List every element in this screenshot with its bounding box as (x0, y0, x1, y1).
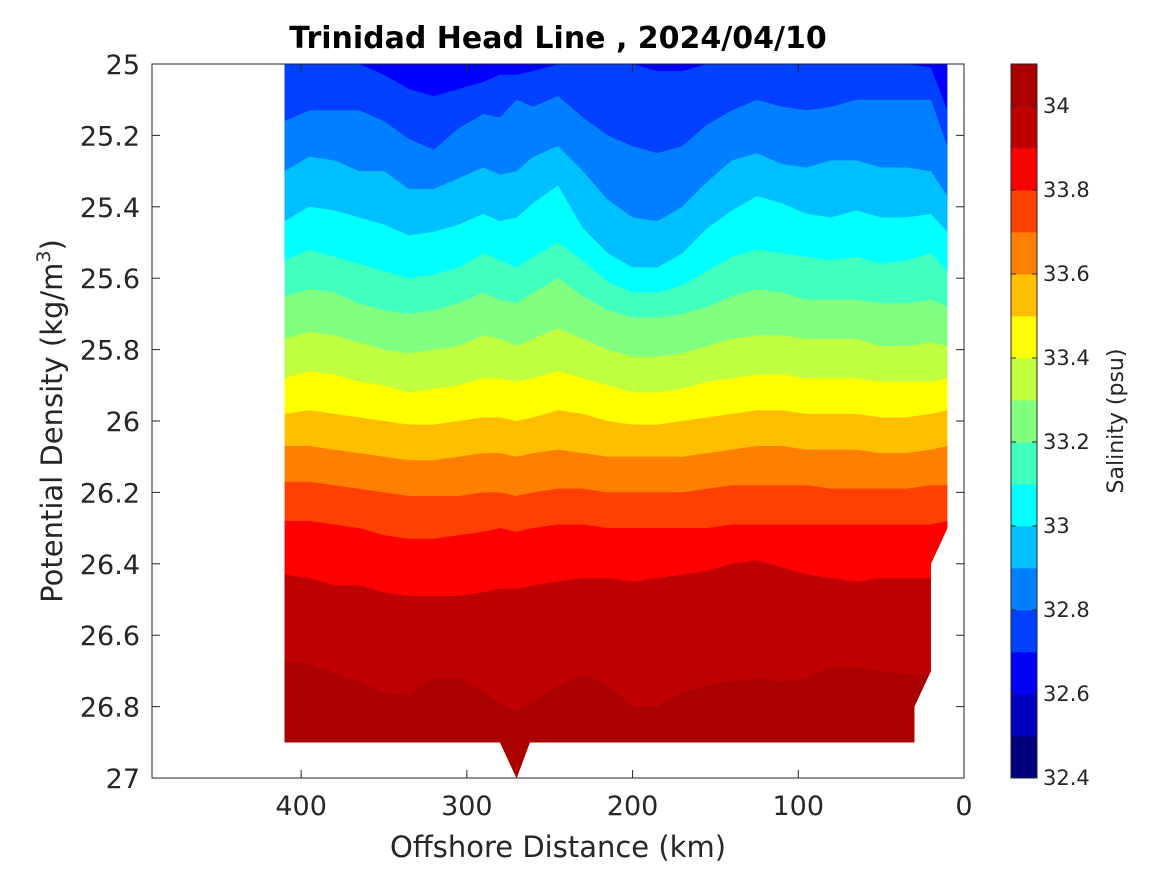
colorbar-segment (1011, 442, 1037, 485)
y-tick-label: 26.2 (80, 478, 140, 509)
x-tick-label: 400 (275, 791, 327, 822)
y-tick-label: 26 (106, 407, 140, 438)
y-tick-label: 26.4 (80, 550, 140, 581)
colorbar-frame (1010, 63, 1038, 779)
y-tick-label: 27 (106, 764, 140, 795)
colorbar-tick-label: 33 (1043, 514, 1070, 538)
x-axis-ticks: 400 300 200 100 0 (275, 64, 973, 822)
x-tick-label: 200 (607, 791, 659, 822)
colorbar-segment (1011, 148, 1037, 191)
y-axis-label-superscript: 3 (33, 250, 55, 262)
y-axis-label: Potential Density (kg/m3) (33, 239, 69, 603)
colorbar-segment (1011, 694, 1037, 737)
colorbar-segment (1011, 316, 1037, 359)
y-axis-label-main: Potential Density (kg/m (35, 263, 69, 603)
colorbar-tick-label: 33.8 (1043, 178, 1090, 202)
colorbar-label: Salinity (psu) (1104, 349, 1129, 494)
y-tick-label: 26.8 (80, 693, 140, 724)
y-tick-label: 25.2 (80, 121, 140, 152)
colorbar-tick-label: 33.2 (1043, 430, 1090, 454)
y-tick-label: 25.4 (80, 193, 140, 224)
colorbar-tick-label: 33.6 (1043, 262, 1090, 286)
colorbar-segment (1011, 106, 1037, 149)
contour-bands (284, 64, 948, 778)
colorbar-segment (1011, 526, 1037, 569)
x-tick-label: 0 (955, 791, 972, 822)
colorbar-tick-label: 32.6 (1043, 682, 1090, 706)
y-axis-label-close: ) (35, 239, 69, 250)
colorbar-segment (1011, 190, 1037, 233)
colorbar-segment (1011, 358, 1037, 401)
colorbar-segment (1011, 484, 1037, 527)
colorbar-segment (1011, 232, 1037, 275)
colorbar-segment (1011, 610, 1037, 653)
x-axis-label: Offshore Distance (km) (390, 830, 726, 864)
x-tick-label: 300 (441, 791, 493, 822)
colorbar-segment (1011, 64, 1037, 107)
y-tick-label: 26.6 (80, 621, 140, 652)
colorbar-segment (1011, 568, 1037, 611)
y-axis-ticks: 25 25.2 25.4 25.6 25.8 26 26.2 26.4 26.6 26.8 27 (80, 50, 964, 795)
colorbar-tick-label: 32.4 (1043, 766, 1090, 790)
colorbar-tick-label: 32.8 (1043, 598, 1090, 622)
x-tick-label: 100 (773, 791, 825, 822)
colorbar-ticks: 32.4 32.6 32.8 33 33.2 33.4 33.6 33.8 34 (1011, 94, 1090, 790)
colorbar-segment (1011, 736, 1037, 779)
colorbar-tick-label: 34 (1043, 94, 1070, 118)
y-tick-label: 25 (106, 50, 140, 81)
colorbar (1011, 64, 1037, 779)
colorbar-tick-label: 33.4 (1043, 346, 1090, 370)
colorbar-segment (1011, 274, 1037, 317)
colorbar-segment (1011, 652, 1037, 695)
colorbar-segment (1011, 400, 1037, 443)
chart-title: Trinidad Head Line , 2024/04/10 (289, 21, 826, 56)
y-tick-label: 25.8 (80, 336, 140, 367)
y-tick-label: 25.6 (80, 264, 140, 295)
